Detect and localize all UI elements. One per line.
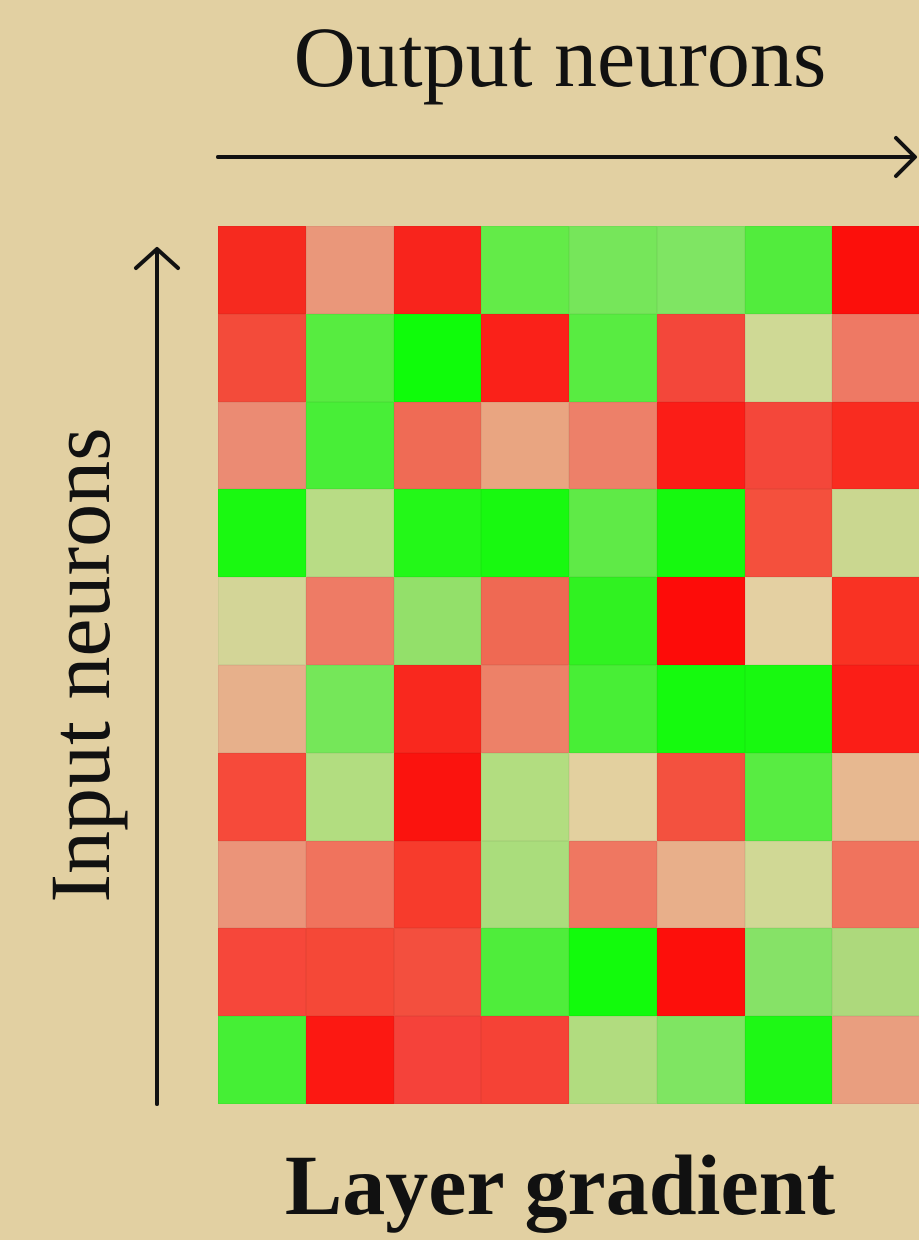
heatmap-cell <box>657 226 745 314</box>
heatmap-cell <box>481 753 569 841</box>
heatmap-cell <box>218 753 306 841</box>
heatmap-cell <box>745 226 832 314</box>
heatmap-cell <box>218 665 306 753</box>
heatmap-cell <box>657 1016 745 1104</box>
heatmap-cell <box>306 314 394 402</box>
heatmap-cell <box>832 1016 919 1104</box>
heatmap-cell <box>306 402 394 489</box>
heatmap-cell <box>481 489 569 577</box>
heatmap-cell <box>481 402 569 489</box>
heatmap-cell <box>481 226 569 314</box>
heatmap-cell <box>657 577 745 665</box>
heatmap-cell <box>569 402 657 489</box>
heatmap-cell <box>745 753 832 841</box>
heatmap-cell <box>481 577 569 665</box>
heatmap-cell <box>745 1016 832 1104</box>
heatmap-cell <box>569 314 657 402</box>
heatmap-cell <box>394 665 481 753</box>
heatmap-cell <box>218 402 306 489</box>
heatmap-cell <box>218 314 306 402</box>
heatmap-cell <box>306 753 394 841</box>
heatmap-cell <box>569 1016 657 1104</box>
heatmap-cell <box>832 841 919 928</box>
heatmap-cell <box>832 226 919 314</box>
heatmap-cell <box>745 928 832 1016</box>
heatmap-cell <box>657 314 745 402</box>
heatmap-cell <box>657 665 745 753</box>
heatmap-cell <box>832 314 919 402</box>
heatmap-cell <box>306 226 394 314</box>
heatmap-cell <box>745 489 832 577</box>
heatmap-cell <box>306 1016 394 1104</box>
gradient-heatmap <box>218 226 919 1104</box>
heatmap-cell <box>569 577 657 665</box>
input-neurons-label: Input neurons <box>32 427 128 903</box>
heatmap-cell <box>745 402 832 489</box>
heatmap-cell <box>394 1016 481 1104</box>
heatmap-cell <box>569 928 657 1016</box>
heatmap-cell <box>218 577 306 665</box>
heatmap-cell <box>218 226 306 314</box>
heatmap-cell <box>394 841 481 928</box>
heatmap-cell <box>832 402 919 489</box>
output-arrow <box>216 136 917 178</box>
heatmap-cell <box>569 841 657 928</box>
heatmap-cell <box>745 665 832 753</box>
heatmap-cell <box>569 226 657 314</box>
heatmap-cell <box>832 928 919 1016</box>
input-arrow <box>134 247 180 1106</box>
heatmap-cell <box>832 577 919 665</box>
heatmap-cell <box>481 928 569 1016</box>
output-neurons-label: Output neurons <box>293 9 827 105</box>
heatmap-cell <box>394 489 481 577</box>
heatmap-cell <box>657 753 745 841</box>
heatmap-cell <box>481 665 569 753</box>
heatmap-cell <box>657 841 745 928</box>
heatmap-cell <box>745 577 832 665</box>
heatmap-cell <box>657 402 745 489</box>
heatmap-cell <box>832 665 919 753</box>
heatmap-cell <box>218 1016 306 1104</box>
heatmap-cell <box>832 489 919 577</box>
heatmap-cell <box>481 314 569 402</box>
heatmap-cell <box>218 489 306 577</box>
heatmap-cell <box>306 841 394 928</box>
heatmap-cell <box>394 226 481 314</box>
heatmap-cell <box>218 928 306 1016</box>
heatmap-cell <box>569 489 657 577</box>
heatmap-cell <box>218 841 306 928</box>
heatmap-cell <box>306 489 394 577</box>
heatmap-cell <box>832 753 919 841</box>
heatmap-cell <box>481 841 569 928</box>
layer-gradient-title: Layer gradient <box>284 1137 836 1233</box>
heatmap-cell <box>745 841 832 928</box>
heatmap-cell <box>657 489 745 577</box>
heatmap-cell <box>394 577 481 665</box>
heatmap-cell <box>394 314 481 402</box>
heatmap-cell <box>745 314 832 402</box>
heatmap-cell <box>394 928 481 1016</box>
heatmap-cell <box>569 665 657 753</box>
heatmap-cell <box>306 928 394 1016</box>
heatmap-cell <box>657 928 745 1016</box>
heatmap-cell <box>306 577 394 665</box>
heatmap-cell <box>481 1016 569 1104</box>
heatmap-cell <box>569 753 657 841</box>
heatmap-cell <box>394 402 481 489</box>
heatmap-cell <box>306 665 394 753</box>
heatmap-cell <box>394 753 481 841</box>
